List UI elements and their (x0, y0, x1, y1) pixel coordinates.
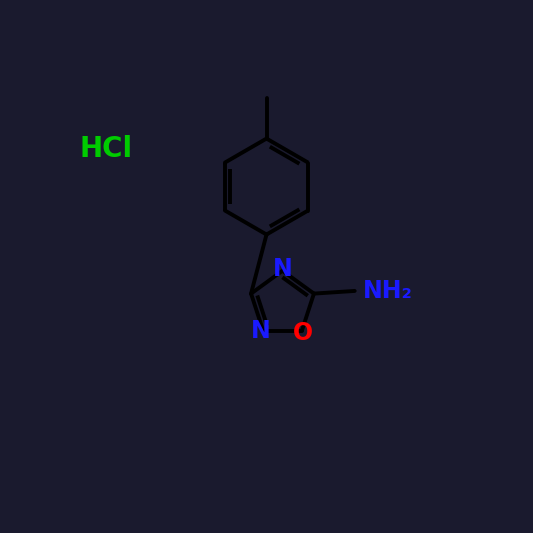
Text: HCl: HCl (80, 135, 133, 163)
Text: N: N (272, 256, 293, 281)
Text: O: O (293, 321, 313, 345)
Text: NH₂: NH₂ (362, 279, 413, 303)
Text: N: N (251, 319, 271, 343)
